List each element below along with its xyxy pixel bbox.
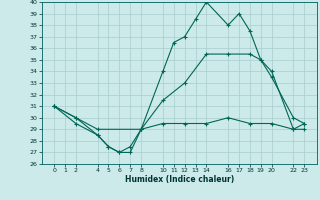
X-axis label: Humidex (Indice chaleur): Humidex (Indice chaleur) <box>124 175 234 184</box>
